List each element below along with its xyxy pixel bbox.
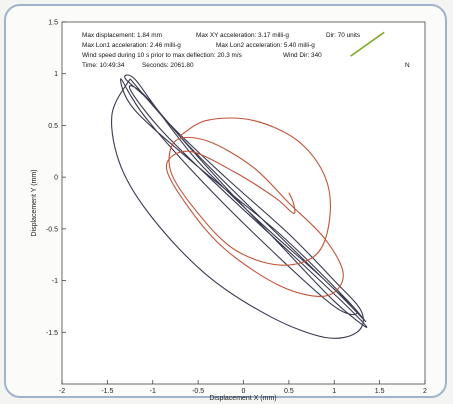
north-label: N xyxy=(405,62,410,69)
y-tick-label: 1.5 xyxy=(48,20,58,27)
x-tick-label: 2 xyxy=(423,388,427,395)
x-tick-label: 0.5 xyxy=(284,388,294,395)
svg-text:Wind speed during 10 s prior t: Wind speed during 10 s prior to max defl… xyxy=(82,52,242,59)
x-tick-label: -1 xyxy=(150,388,156,395)
svg-text:Wind Dir: 340: Wind Dir: 340 xyxy=(283,52,322,59)
svg-text:Dir: 70 units: Dir: 70 units xyxy=(326,32,360,39)
y-tick-label: -1.5 xyxy=(46,330,58,337)
y-tick-label: 0 xyxy=(54,175,58,182)
svg-text:Max displacement: 1.84 mm: Max displacement: 1.84 mm xyxy=(82,32,162,39)
y-tick-label: 1 xyxy=(54,71,58,78)
annotation-max-displacement: Max displacement: 1.84 mm xyxy=(82,32,162,39)
x-tick-label: -0.5 xyxy=(192,388,204,395)
y-tick-label: -0.5 xyxy=(46,226,58,233)
y-axis-label: Displacement Y (mm) xyxy=(31,169,38,236)
svg-text:Seconds: 2061.80: Seconds: 2061.80 xyxy=(142,62,194,69)
plot-area xyxy=(61,21,426,385)
wind-direction-line xyxy=(350,31,385,57)
x-tick-label: 0 xyxy=(242,388,246,395)
displacement-trace-3 xyxy=(165,117,344,298)
annotation-wind-speed: Wind speed during 10 s prior to max defl… xyxy=(82,52,242,59)
y-tick-label: -1 xyxy=(52,278,58,285)
annotation-direction: Dir: 70 units xyxy=(326,32,360,39)
annotation-lon1-acceleration: Max Lon1 acceleration: 2.46 milli-g xyxy=(82,42,181,49)
svg-text:Max Lon1 acceleration: 2.46 mi: Max Lon1 acceleration: 2.46 milli-g xyxy=(82,42,181,49)
x-tick-label: 1 xyxy=(332,388,336,395)
y-tick-label: 0.5 xyxy=(48,123,58,130)
x-tick-label: -1.5 xyxy=(101,388,113,395)
annotation-lon2-acceleration: Max Lon2 acceleration: 5.40 milli-g xyxy=(216,42,315,49)
x-axis-label: Displacement X (mm) xyxy=(209,395,276,402)
x-tick-label: -2 xyxy=(59,388,65,395)
annotation-time: Time: 10:49:34 xyxy=(82,62,125,69)
x-tick-label: 1.5 xyxy=(375,388,385,395)
svg-text:Time: 10:49:34: Time: 10:49:34 xyxy=(82,62,125,69)
annotation-max-xy-acceleration: Max XY acceleration: 3.17 milli-g xyxy=(196,32,289,39)
annotation-wind-direction: Wind Dir: 340 xyxy=(283,52,322,59)
svg-text:Max XY acceleration: 3.17 mill: Max XY acceleration: 3.17 milli-g xyxy=(196,32,289,39)
svg-text:Max Lon2 acceleration: 5.40 mi: Max Lon2 acceleration: 5.40 milli-g xyxy=(216,42,315,49)
displacement-trace-1 xyxy=(120,74,368,328)
annotation-seconds: Seconds: 2061.80 xyxy=(142,62,194,69)
displacement-trace-2 xyxy=(111,78,364,339)
